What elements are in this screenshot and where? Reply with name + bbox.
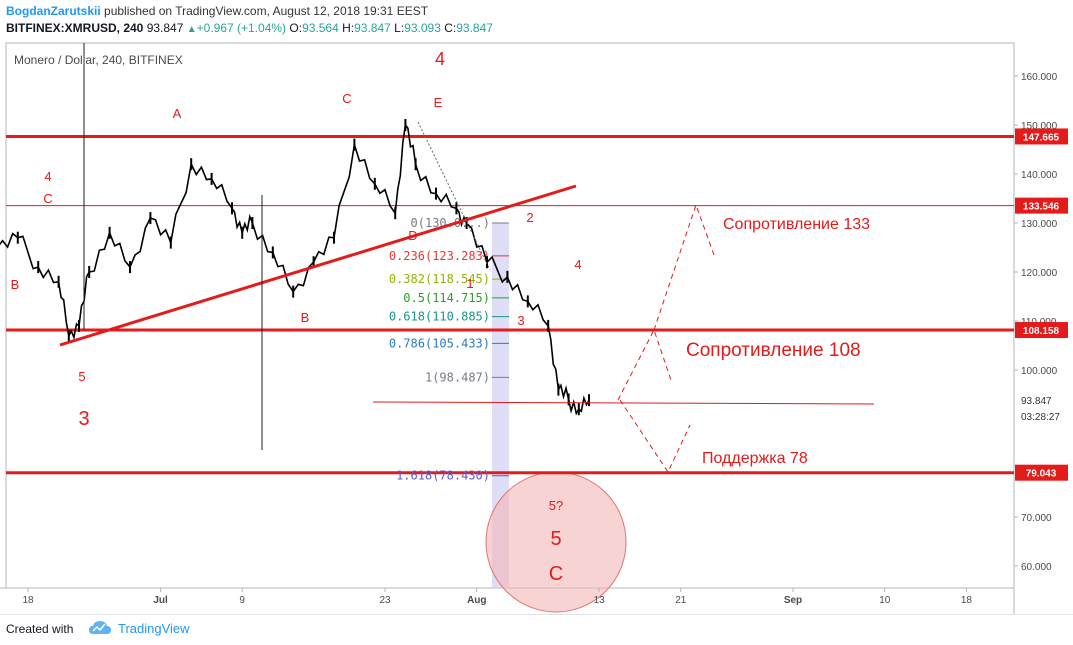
countdown-label: 03:28:27 xyxy=(1021,412,1060,423)
wave-label-5-big: 5 xyxy=(550,528,561,550)
low-value: 93.093 xyxy=(404,21,441,35)
wave-label-2: 2 xyxy=(526,210,533,225)
time-tick-label: 21 xyxy=(675,595,687,606)
open-label: O: xyxy=(289,21,303,35)
resistance-133-label: Сопротивление 133 xyxy=(723,216,870,233)
wave-label-a: A xyxy=(173,106,182,121)
fib-level-label: 1(98.487) xyxy=(425,370,490,384)
price-tick-label: 60.000 xyxy=(1021,562,1052,573)
price-tick-label: 140.000 xyxy=(1021,170,1058,181)
support-78-label: Поддержка 78 xyxy=(702,450,808,467)
chart-frame[interactable]: 0(130.0...) 0.236(123.283) 0.382(118.545) 0… xyxy=(0,40,1073,615)
price-series xyxy=(0,119,590,416)
wave-label-b-left: B xyxy=(11,277,20,292)
wave-label-5-question: 5? xyxy=(549,498,563,513)
time-axis-ticks: 18 Jul 9 23 Aug 13 21 Sep 10 18 xyxy=(22,588,972,606)
wave-label-4-right: 4 xyxy=(574,257,581,272)
price-level-badge xyxy=(1015,128,1068,145)
wave-label-3: 3 xyxy=(517,313,524,328)
wave-label-4-top: 4 xyxy=(435,49,445,69)
last-price-label: 93.847 xyxy=(1021,396,1052,407)
time-tick-label: 23 xyxy=(379,595,391,606)
price-level-badge-text: 79.043 xyxy=(1026,469,1057,480)
support-trend-line[interactable] xyxy=(59,184,577,347)
wave-label-1: 1 xyxy=(466,276,473,291)
price-axis-badges: 147.665 133.546 108.158 79.043 93.847 03:28:2… xyxy=(1015,128,1068,481)
price-level-badge xyxy=(1015,197,1068,214)
wave-label-c-left: C xyxy=(43,191,52,206)
chart-title: Monero / Dollar, 240, BITFINEX xyxy=(14,53,183,67)
high-value: 93.847 xyxy=(354,21,391,35)
price-tick-label: 70.000 xyxy=(1021,513,1052,524)
tradingview-link[interactable]: TradingView xyxy=(118,621,190,636)
last-price: 93.847 xyxy=(146,21,184,35)
time-tick-label: 9 xyxy=(239,595,245,606)
price-level-badge xyxy=(1015,464,1068,481)
price-level-badge-text: 108.158 xyxy=(1023,326,1060,337)
wave-label-d: D xyxy=(408,228,417,243)
fib-anchor-line xyxy=(417,121,491,271)
price-level-badge-text: 133.546 xyxy=(1023,202,1060,213)
close-label: C: xyxy=(444,21,457,35)
resistance-108-label: Сопротивление 108 xyxy=(686,340,861,361)
footer-bar: Created with TradingView xyxy=(0,614,1073,645)
time-tick-label: 10 xyxy=(879,595,891,606)
time-tick-label: 18 xyxy=(22,595,34,606)
open-value: 93.564 xyxy=(302,21,339,35)
up-arrow-icon: ▲ xyxy=(186,24,197,35)
price-tick-label: 150.000 xyxy=(1021,121,1058,132)
publish-line: BogdanZarutskii published on TradingView… xyxy=(6,4,428,18)
wave-label-3-big: 3 xyxy=(78,408,89,430)
time-tick-label: Aug xyxy=(467,595,486,606)
projection-path-lower xyxy=(619,399,691,474)
published-text: published on TradingView.com, August 12,… xyxy=(104,4,429,18)
fib-level-label: 0(130.0...) xyxy=(411,216,490,230)
time-tick-label: 18 xyxy=(961,595,973,606)
fib-level-label: 0.618(110.885) xyxy=(389,310,490,324)
price-tick-label: 130.000 xyxy=(1021,219,1058,230)
fib-level-label: 0.5(114.715) xyxy=(403,291,490,305)
wave-label-e: E xyxy=(434,95,443,110)
symbol-label: BITFINEX:XMRUSD, 240 xyxy=(6,21,144,35)
chart-header: BogdanZarutskii published on TradingView… xyxy=(0,0,1073,40)
close-value: 93.847 xyxy=(456,21,493,35)
time-tick-label: Jul xyxy=(153,595,168,606)
price-tick-label: 100.000 xyxy=(1021,366,1058,377)
price-change: +0.967 (+1.04%) xyxy=(196,21,287,35)
wave-label-c-big: C xyxy=(549,563,563,585)
fib-level-label: 1.618(78.430) xyxy=(396,469,490,483)
fib-level-label: 0.382(118.545) xyxy=(389,272,490,286)
ohlc-line: BITFINEX:XMRUSD, 240 93.847 ▲+0.967 (+1.… xyxy=(6,21,493,35)
tradingview-cloud-icon[interactable] xyxy=(88,620,112,636)
wave-label-b-mid: B xyxy=(301,310,310,325)
wave-label-5-left: 5 xyxy=(78,369,85,384)
author-link[interactable]: BogdanZarutskii xyxy=(6,4,101,18)
high-label: H: xyxy=(342,21,355,35)
price-chart[interactable]: 0(130.0...) 0.236(123.283) 0.382(118.545) 0… xyxy=(0,40,1073,615)
current-level-line[interactable] xyxy=(372,401,875,405)
created-with-text: Created with xyxy=(6,622,74,636)
time-tick-label: Sep xyxy=(784,595,802,606)
fib-level-label: 0.236(123.283) xyxy=(389,249,490,263)
low-label: L: xyxy=(394,21,405,35)
price-tick-label: 120.000 xyxy=(1021,268,1058,279)
time-tick-label: 13 xyxy=(594,595,606,606)
wave-label-4-left: 4 xyxy=(44,169,51,184)
wave-label-c-top: C xyxy=(342,91,351,106)
price-tick-label: 160.000 xyxy=(1021,72,1058,83)
price-level-badge-text: 147.665 xyxy=(1023,132,1060,143)
price-level-badge xyxy=(1015,322,1068,339)
fib-level-label: 0.786(105.433) xyxy=(389,336,490,350)
